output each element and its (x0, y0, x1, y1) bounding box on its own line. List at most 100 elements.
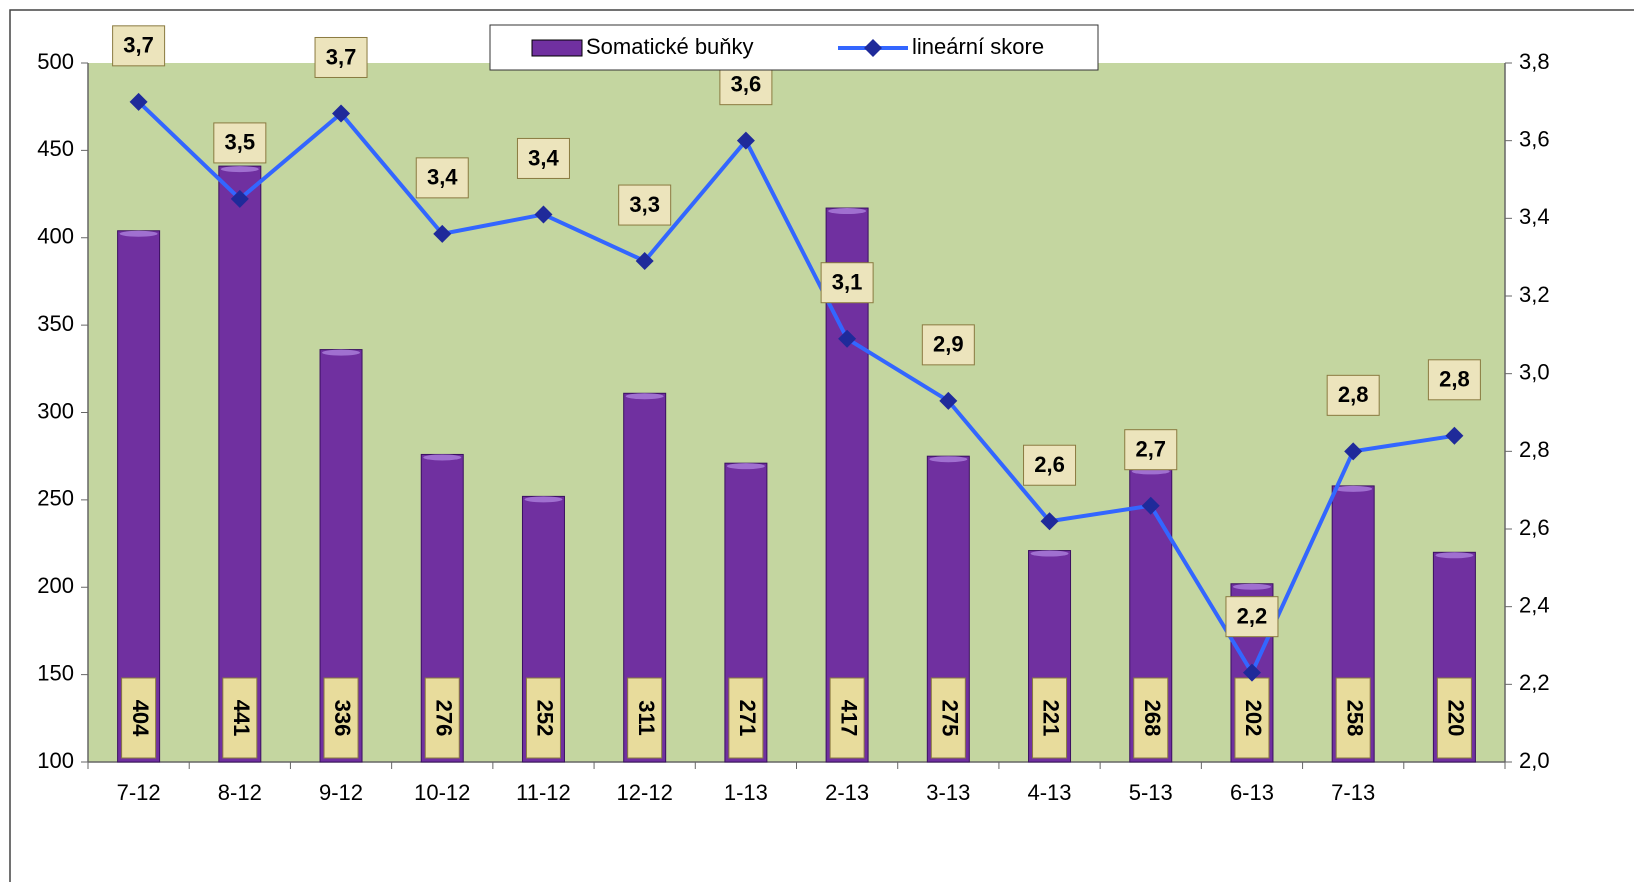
marker (736, 131, 755, 150)
y-tick-label: 100 (37, 748, 74, 773)
bar-value-label: 221 (1039, 700, 1064, 737)
bar-label-box (728, 677, 764, 759)
bar-value-label: 311 (634, 700, 659, 736)
bar-top (1334, 485, 1373, 492)
line-label-box (415, 157, 469, 199)
line-value-label: 3,5 (225, 130, 256, 155)
y-tick-label: 150 (37, 660, 74, 685)
line-value-label: 3,7 (123, 33, 154, 58)
y2-tick-label: 2,4 (1519, 592, 1550, 617)
legend-marker (864, 39, 882, 57)
bar-top (726, 463, 765, 470)
bar-top (220, 166, 259, 173)
y-tick-label: 450 (37, 136, 74, 161)
bar-top (322, 349, 361, 356)
bar-top (929, 456, 968, 463)
x-tick-label: 11-12 (516, 780, 571, 805)
line-label-box (1225, 596, 1279, 638)
marker (332, 104, 351, 123)
y-tick-label: 300 (37, 398, 74, 423)
marker (1242, 663, 1261, 682)
x-tick-label: 7-12 (117, 780, 161, 805)
legend-swatch (531, 39, 583, 57)
line-label-box (921, 324, 975, 366)
bar-label-box (829, 677, 865, 759)
line-value-label: 2,2 (1237, 603, 1268, 628)
y-tick-label: 500 (37, 49, 74, 74)
line-value-label: 3,4 (528, 145, 559, 170)
bar-value-label: 441 (229, 700, 254, 737)
line-label-box (112, 25, 166, 67)
legend-label: lineární skore (912, 34, 1044, 59)
line-label-box (314, 36, 368, 78)
line-value-label: 2,8 (1338, 382, 1369, 407)
x-tick-label: 12-12 (617, 780, 673, 805)
bar-value-label: 202 (1241, 700, 1266, 737)
bar-top (119, 230, 158, 237)
line-label-box (516, 137, 570, 179)
marker (433, 224, 452, 243)
x-tick-label: 6-13 (1230, 780, 1274, 805)
y-tick-label: 200 (37, 573, 74, 598)
marker (1141, 496, 1160, 515)
marker (1445, 426, 1464, 445)
x-tick-label: 4-13 (1028, 780, 1072, 805)
bar-top (423, 454, 462, 461)
bar-value-label: 275 (938, 700, 963, 737)
marker (635, 252, 654, 271)
marker (838, 329, 857, 348)
line-label-box (213, 122, 267, 164)
legend-box (489, 24, 1099, 71)
x-tick-label: 7-13 (1331, 780, 1375, 805)
y2-tick-label: 3,0 (1519, 359, 1550, 384)
x-tick-label: 10-12 (414, 780, 470, 805)
marker (1344, 442, 1363, 461)
bar (218, 165, 262, 763)
line-value-label: 2,9 (933, 332, 964, 357)
y2-tick-label: 2,6 (1519, 515, 1550, 540)
bar-label-box (222, 677, 258, 759)
bar-value-label: 258 (1342, 700, 1367, 737)
bar-label-box (1234, 677, 1270, 759)
bar-value-label: 271 (735, 700, 760, 737)
y-tick-label: 400 (37, 224, 74, 249)
y2-tick-label: 3,4 (1519, 204, 1550, 229)
y2-tick-label: 3,8 (1519, 49, 1550, 74)
marker (939, 391, 958, 410)
x-tick-label: 3-13 (926, 780, 970, 805)
y-tick-label: 250 (37, 486, 74, 511)
bar-label-box (1133, 677, 1169, 759)
bar-value-label: 268 (1140, 700, 1165, 737)
x-tick-label: 2-13 (825, 780, 869, 805)
line-label-box (1326, 374, 1380, 416)
line-label-box (618, 184, 672, 226)
line-label-box (1427, 359, 1481, 401)
bar-label-box (424, 677, 460, 759)
line (137, 100, 1455, 677)
line-value-label: 3,3 (629, 192, 660, 217)
bar-label-box (1436, 677, 1472, 759)
y-tick-label: 350 (37, 311, 74, 336)
bar-label-box (121, 677, 157, 759)
line-value-label: 3,1 (832, 270, 863, 295)
line-label-box (820, 262, 874, 304)
line-label-box (1023, 444, 1077, 486)
bar (117, 230, 161, 763)
x-tick-label: 1-13 (724, 780, 768, 805)
y2-tick-label: 2,8 (1519, 437, 1550, 462)
y2-tick-label: 3,2 (1519, 282, 1550, 307)
bar-label-box (627, 677, 663, 759)
legend-label: Somatické buňky (586, 34, 754, 59)
bar-top (1030, 550, 1069, 557)
line-value-label: 2,7 (1135, 437, 1166, 462)
bar-value-label: 417 (836, 700, 861, 737)
line-label-box (719, 64, 773, 106)
bar-label-box (1032, 677, 1068, 759)
bar-value-label: 404 (128, 700, 153, 737)
bar-label-box (930, 677, 966, 759)
bar-top (1232, 583, 1271, 590)
bar-top (828, 208, 867, 215)
x-tick-label: 8-12 (218, 780, 262, 805)
bar-value-label: 276 (431, 700, 456, 737)
y2-tick-label: 2,2 (1519, 670, 1550, 695)
